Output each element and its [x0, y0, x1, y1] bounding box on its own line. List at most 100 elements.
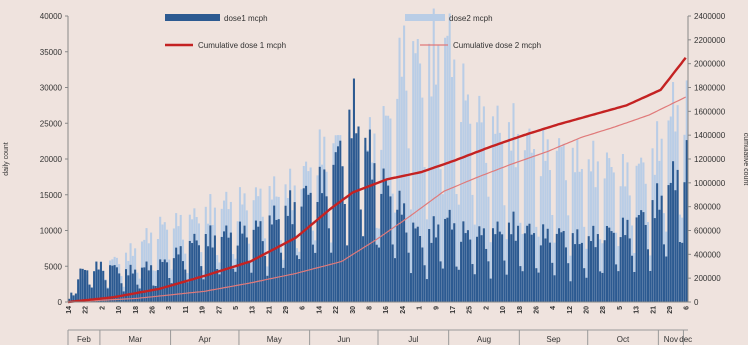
date-label: 2 [483, 306, 490, 310]
dose1-bar [238, 221, 242, 302]
dose1-bar [368, 129, 371, 302]
dose2-bar [393, 212, 397, 302]
dose1-bar [603, 240, 606, 302]
dose1-bar [574, 244, 577, 302]
dose1-bar [79, 268, 82, 302]
dose2-bar [578, 171, 581, 302]
dose2-bar [412, 41, 415, 302]
y2-tick-label: 400000 [694, 250, 721, 259]
dose1-bar [323, 169, 326, 302]
dose1-bar [161, 261, 164, 302]
dose1-bar [264, 255, 267, 302]
legend-label-dose1: dose1 mcph [224, 14, 268, 23]
dose2-bar [585, 248, 588, 302]
dose2-bar [487, 196, 490, 302]
date-label: 29 [667, 306, 674, 314]
dose1-bar [553, 275, 556, 302]
y2-tick-label: 2200000 [694, 36, 726, 45]
dose2-bar [425, 219, 428, 302]
dose1-bar [628, 238, 631, 302]
dose1-bar [159, 259, 162, 302]
dose1-bar [517, 225, 520, 302]
cumulative-lines [67, 56, 687, 304]
dose1-bar [279, 252, 283, 302]
dose1-bar [275, 219, 278, 302]
month-label: May [267, 335, 282, 344]
dose2-bar [398, 37, 401, 302]
dose1-bar [339, 140, 342, 302]
dose1-bar [446, 217, 449, 302]
dose2-bar [494, 133, 497, 302]
date-label: 18 [517, 306, 524, 314]
dose1-bar [127, 275, 130, 302]
dose1-bar [478, 226, 481, 302]
y2-tick-label: 1000000 [694, 179, 726, 188]
y-tick-label: 20000 [40, 155, 63, 164]
date-label: 14 [316, 306, 323, 314]
dose1-bar [245, 237, 248, 302]
dose1-bar [341, 166, 344, 302]
dose1-bar [166, 262, 169, 302]
dose1-bar [480, 235, 483, 302]
dose2-bar [421, 97, 424, 303]
dose2-bar [526, 133, 529, 302]
dose1-bar [471, 264, 474, 302]
dose2-bar [587, 159, 590, 302]
dose2-bar [432, 8, 435, 302]
dose1-bar [316, 201, 319, 302]
dose1-bar [560, 232, 563, 302]
date-label: 8 [367, 306, 374, 310]
date-label: 6 [684, 306, 691, 310]
dose1-bar [669, 182, 672, 302]
y2-tick-label: 2000000 [694, 60, 726, 69]
dose2-bar [396, 98, 399, 302]
dose1-bar [305, 185, 308, 302]
dose2-bar [542, 129, 545, 302]
dose1-bar [83, 269, 87, 302]
dose2-bar [489, 242, 492, 302]
dose1-bar [421, 247, 424, 302]
dose2-bar [466, 94, 469, 302]
dose1-bar [615, 264, 618, 302]
dose1-bar [156, 270, 159, 302]
dose2-bar [535, 226, 538, 302]
dose1-bar [373, 163, 376, 302]
dose1-bar [432, 216, 435, 302]
dose2-bar [437, 44, 440, 303]
dose1-bar [455, 266, 458, 302]
month-label: Sep [546, 335, 561, 344]
dose2-bar [480, 122, 483, 302]
dose2-bar [473, 224, 476, 302]
dose1-bar [667, 185, 670, 302]
dose2-bar [407, 148, 410, 302]
dose1-bar [352, 78, 355, 302]
dose1-bar [676, 169, 679, 302]
dose1-bar [268, 215, 271, 302]
dose1-bar [683, 182, 686, 302]
dose2-bar [510, 150, 513, 302]
dose1-bar [619, 237, 622, 302]
dose1-bars [68, 78, 688, 302]
dose1-bar [503, 260, 506, 302]
dose1-bar [284, 205, 287, 302]
dose1-bar [223, 231, 226, 302]
dose1-bar [248, 260, 251, 302]
date-label: 14 [66, 306, 73, 314]
dose1-bar [336, 146, 340, 302]
dose1-bar [512, 211, 515, 302]
y2-tick-label: 2400000 [694, 12, 726, 21]
month-label: Apr [199, 335, 212, 344]
dose1-bar [578, 244, 581, 302]
y2-tick-label: 0 [694, 298, 699, 307]
dose2-bar [469, 123, 472, 302]
dose2-bar [562, 143, 565, 302]
dose1-bar [273, 205, 276, 302]
dose1-bar [535, 268, 538, 302]
month-label: Jul [408, 335, 418, 344]
dose2-bar [448, 13, 451, 302]
dose1-bar [437, 224, 440, 302]
dose1-bar [665, 256, 668, 302]
dose1-bar [640, 210, 643, 302]
dose2-bar [553, 242, 556, 302]
dose1-bar [216, 269, 219, 302]
